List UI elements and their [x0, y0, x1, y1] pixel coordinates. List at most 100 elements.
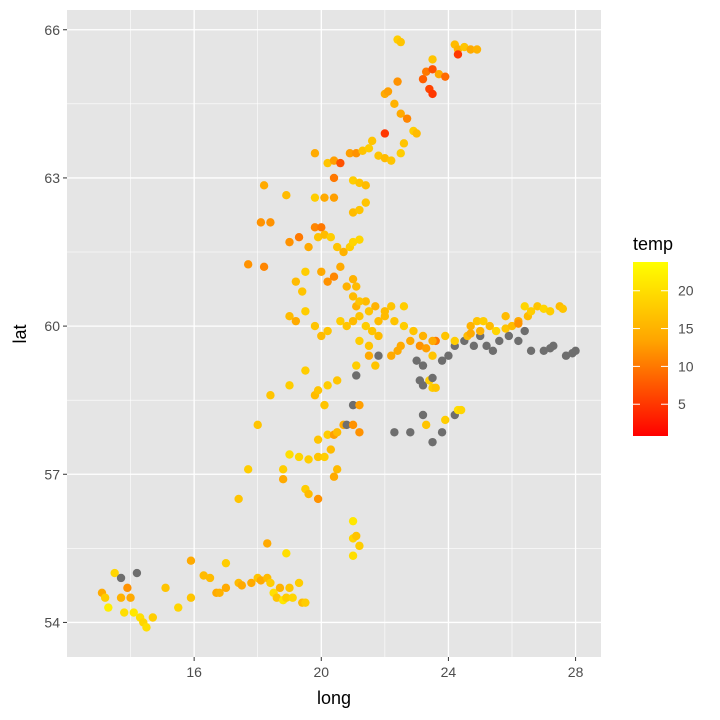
- data-point-134: [450, 336, 459, 346]
- data-point-136: [466, 321, 475, 331]
- data-point-170: [371, 302, 380, 311]
- data-point-200: [320, 230, 329, 239]
- data-point-154: [466, 329, 475, 338]
- data-point-124: [549, 341, 558, 351]
- data-point-128: [396, 341, 405, 351]
- data-point-138: [479, 316, 488, 326]
- data-point-217: [320, 193, 329, 202]
- data-point-205: [348, 237, 358, 247]
- y-axis-title: lat: [10, 324, 30, 343]
- data-point-14: [148, 613, 158, 622]
- data-point-260: [460, 42, 469, 52]
- data-point-26: [237, 581, 247, 590]
- data-point-209: [317, 223, 326, 232]
- data-point-221: [361, 198, 370, 207]
- data-point-79: [352, 371, 361, 380]
- data-point-32: [266, 578, 275, 588]
- data-point-4: [116, 573, 126, 583]
- data-point-34: [272, 593, 281, 602]
- data-point-195: [298, 287, 307, 296]
- data-point-129: [406, 336, 415, 346]
- data-point-109: [437, 356, 447, 365]
- data-point-151: [520, 302, 529, 311]
- y-tick-label-1: 57: [44, 466, 60, 482]
- data-point-198: [304, 242, 313, 252]
- data-point-24: [221, 558, 231, 568]
- x-axis: 16 20 24 28: [186, 657, 584, 680]
- data-point-160: [374, 316, 383, 326]
- data-point-121: [526, 346, 536, 355]
- data-point-202: [332, 242, 342, 252]
- data-point-42: [301, 598, 310, 607]
- data-point-78: [352, 361, 361, 370]
- data-point-234: [374, 151, 383, 160]
- y-tick-label-2: 60: [44, 318, 60, 334]
- data-point-252: [428, 65, 437, 74]
- data-point-94: [428, 437, 437, 447]
- legend-label-2: 15: [678, 321, 694, 337]
- data-point-83: [387, 351, 396, 360]
- y-tick-label-4: 66: [44, 22, 60, 38]
- data-point-17: [186, 593, 196, 602]
- data-point-58: [323, 430, 332, 439]
- data-points: [97, 35, 580, 632]
- data-point-155: [514, 319, 523, 328]
- data-point-64: [355, 428, 364, 437]
- data-point-244: [390, 99, 399, 109]
- data-point-251: [428, 89, 437, 99]
- data-point-13: [142, 623, 151, 632]
- data-point-130: [415, 341, 425, 351]
- y-tick-label-3: 63: [44, 170, 60, 186]
- data-point-187: [329, 272, 339, 281]
- data-point-101: [418, 381, 428, 390]
- data-point-47: [278, 474, 288, 484]
- data-point-116: [488, 346, 498, 355]
- data-point-38: [285, 583, 294, 593]
- data-point-257: [396, 37, 405, 47]
- data-point-180: [336, 316, 345, 326]
- x-axis-title: long: [317, 688, 351, 708]
- data-point-15: [161, 583, 170, 593]
- data-point-190: [348, 292, 358, 301]
- data-point-184: [374, 331, 383, 341]
- data-point-117: [495, 336, 504, 346]
- data-point-196: [301, 267, 310, 276]
- data-point-43: [282, 549, 291, 558]
- data-point-48: [278, 465, 288, 474]
- plot-panel: [67, 10, 601, 657]
- data-point-227: [329, 156, 339, 165]
- data-point-70: [266, 391, 275, 400]
- data-point-46: [313, 494, 323, 504]
- data-point-82: [374, 351, 383, 360]
- data-point-23: [221, 583, 231, 593]
- data-point-140: [491, 326, 501, 336]
- data-point-139: [485, 321, 494, 331]
- data-point-107: [418, 361, 428, 370]
- data-point-72: [301, 366, 310, 375]
- data-point-145: [526, 307, 536, 316]
- data-point-177: [310, 321, 320, 331]
- data-point-19: [199, 571, 208, 580]
- data-point-80: [364, 351, 374, 360]
- data-point-89: [348, 551, 358, 560]
- data-point-62: [342, 420, 351, 430]
- legend-label-0: 5: [678, 396, 686, 412]
- data-point-226: [323, 158, 332, 168]
- data-point-183: [364, 341, 374, 351]
- data-point-218: [329, 193, 339, 202]
- data-point-235: [380, 153, 390, 163]
- data-point-142: [507, 321, 517, 331]
- data-point-186: [323, 277, 332, 286]
- data-point-225: [310, 149, 320, 158]
- data-point-91: [406, 428, 415, 437]
- data-point-37: [282, 593, 291, 602]
- data-point-113: [469, 341, 479, 351]
- minor-grid: [67, 10, 601, 657]
- data-point-188: [336, 262, 345, 272]
- data-point-65: [348, 400, 358, 410]
- data-point-63: [348, 420, 358, 430]
- data-point-156: [348, 316, 358, 326]
- data-point-159: [367, 326, 377, 336]
- data-point-40: [294, 578, 304, 588]
- data-point-173: [399, 302, 409, 311]
